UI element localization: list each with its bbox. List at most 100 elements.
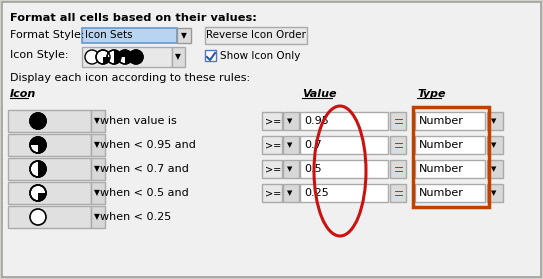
FancyBboxPatch shape bbox=[390, 136, 406, 154]
Text: Number: Number bbox=[419, 164, 464, 174]
Circle shape bbox=[129, 50, 143, 64]
Wedge shape bbox=[38, 193, 46, 201]
FancyBboxPatch shape bbox=[300, 184, 388, 202]
Circle shape bbox=[118, 50, 132, 64]
Text: >=: >= bbox=[265, 164, 281, 174]
Wedge shape bbox=[30, 137, 46, 153]
Bar bbox=[205, 50, 216, 61]
Text: ▼: ▼ bbox=[94, 213, 100, 222]
FancyBboxPatch shape bbox=[8, 182, 91, 204]
FancyBboxPatch shape bbox=[91, 158, 105, 180]
FancyBboxPatch shape bbox=[172, 47, 185, 67]
Text: Icon Style:: Icon Style: bbox=[10, 50, 68, 60]
FancyBboxPatch shape bbox=[205, 27, 307, 44]
Text: 0.25: 0.25 bbox=[304, 188, 329, 198]
FancyBboxPatch shape bbox=[262, 112, 282, 130]
Text: ▼: ▼ bbox=[287, 190, 293, 196]
Circle shape bbox=[96, 50, 110, 64]
Circle shape bbox=[30, 113, 46, 129]
FancyBboxPatch shape bbox=[8, 158, 91, 180]
FancyBboxPatch shape bbox=[177, 28, 191, 43]
Circle shape bbox=[129, 50, 143, 64]
Text: Value: Value bbox=[302, 89, 337, 99]
Text: Number: Number bbox=[419, 188, 464, 198]
FancyBboxPatch shape bbox=[8, 206, 91, 228]
Text: ▼: ▼ bbox=[287, 166, 293, 172]
FancyBboxPatch shape bbox=[8, 110, 91, 132]
Text: when value is: when value is bbox=[100, 116, 177, 126]
Text: 0.5: 0.5 bbox=[304, 164, 321, 174]
Text: Number: Number bbox=[419, 116, 464, 126]
FancyBboxPatch shape bbox=[487, 184, 503, 202]
Text: Show Icon Only: Show Icon Only bbox=[220, 51, 300, 61]
FancyBboxPatch shape bbox=[262, 184, 282, 202]
FancyBboxPatch shape bbox=[300, 112, 388, 130]
Wedge shape bbox=[118, 50, 132, 64]
Text: ▼: ▼ bbox=[491, 118, 497, 124]
FancyBboxPatch shape bbox=[82, 28, 177, 43]
Text: when < 0.5 and: when < 0.5 and bbox=[100, 188, 189, 198]
Circle shape bbox=[30, 137, 46, 153]
Wedge shape bbox=[114, 50, 121, 64]
Circle shape bbox=[30, 161, 46, 177]
FancyBboxPatch shape bbox=[262, 136, 282, 154]
Text: Display each icon according to these rules:: Display each icon according to these rul… bbox=[10, 73, 250, 83]
FancyBboxPatch shape bbox=[82, 47, 172, 67]
Text: 0.7: 0.7 bbox=[304, 140, 322, 150]
Circle shape bbox=[107, 50, 121, 64]
FancyBboxPatch shape bbox=[262, 160, 282, 178]
Text: ▼: ▼ bbox=[491, 190, 497, 196]
Wedge shape bbox=[103, 57, 110, 64]
Text: Number: Number bbox=[419, 140, 464, 150]
Text: ▼: ▼ bbox=[287, 118, 293, 124]
Text: Type: Type bbox=[417, 89, 445, 99]
Text: ▼: ▼ bbox=[491, 166, 497, 172]
Circle shape bbox=[30, 185, 46, 201]
Text: >=: >= bbox=[265, 116, 281, 126]
Circle shape bbox=[30, 209, 46, 225]
Text: ▼: ▼ bbox=[287, 142, 293, 148]
FancyBboxPatch shape bbox=[390, 160, 406, 178]
FancyBboxPatch shape bbox=[91, 110, 105, 132]
Text: Format Style:: Format Style: bbox=[10, 30, 85, 40]
FancyBboxPatch shape bbox=[415, 112, 485, 130]
Text: Icon Sets: Icon Sets bbox=[85, 30, 132, 40]
FancyBboxPatch shape bbox=[91, 182, 105, 204]
FancyBboxPatch shape bbox=[415, 136, 485, 154]
FancyBboxPatch shape bbox=[390, 112, 406, 130]
FancyBboxPatch shape bbox=[283, 160, 299, 178]
Text: when < 0.25: when < 0.25 bbox=[100, 212, 171, 222]
FancyBboxPatch shape bbox=[283, 136, 299, 154]
Text: ▼: ▼ bbox=[181, 31, 186, 40]
FancyBboxPatch shape bbox=[8, 134, 91, 156]
FancyBboxPatch shape bbox=[487, 160, 503, 178]
Circle shape bbox=[30, 113, 46, 129]
Text: ▼: ▼ bbox=[94, 165, 100, 174]
Text: when < 0.7 and: when < 0.7 and bbox=[100, 164, 189, 174]
FancyBboxPatch shape bbox=[415, 160, 485, 178]
FancyBboxPatch shape bbox=[91, 206, 105, 228]
FancyBboxPatch shape bbox=[283, 184, 299, 202]
Text: ▼: ▼ bbox=[94, 189, 100, 198]
Text: ▼: ▼ bbox=[175, 52, 181, 61]
FancyBboxPatch shape bbox=[283, 112, 299, 130]
FancyBboxPatch shape bbox=[300, 160, 388, 178]
Text: Icon: Icon bbox=[10, 89, 36, 99]
FancyBboxPatch shape bbox=[300, 136, 388, 154]
Text: ▼: ▼ bbox=[491, 142, 497, 148]
FancyBboxPatch shape bbox=[415, 184, 485, 202]
Text: when < 0.95 and: when < 0.95 and bbox=[100, 140, 196, 150]
FancyBboxPatch shape bbox=[91, 134, 105, 156]
FancyBboxPatch shape bbox=[390, 184, 406, 202]
Text: ▼: ▼ bbox=[94, 141, 100, 150]
Text: Format all cells based on their values:: Format all cells based on their values: bbox=[10, 13, 257, 23]
FancyBboxPatch shape bbox=[487, 112, 503, 130]
FancyBboxPatch shape bbox=[487, 136, 503, 154]
Text: Reverse Icon Order: Reverse Icon Order bbox=[206, 30, 306, 40]
Text: ▼: ▼ bbox=[94, 117, 100, 126]
Text: >=: >= bbox=[265, 188, 281, 198]
Wedge shape bbox=[38, 161, 46, 177]
Text: >=: >= bbox=[265, 140, 281, 150]
Circle shape bbox=[85, 50, 99, 64]
FancyBboxPatch shape bbox=[2, 2, 541, 277]
